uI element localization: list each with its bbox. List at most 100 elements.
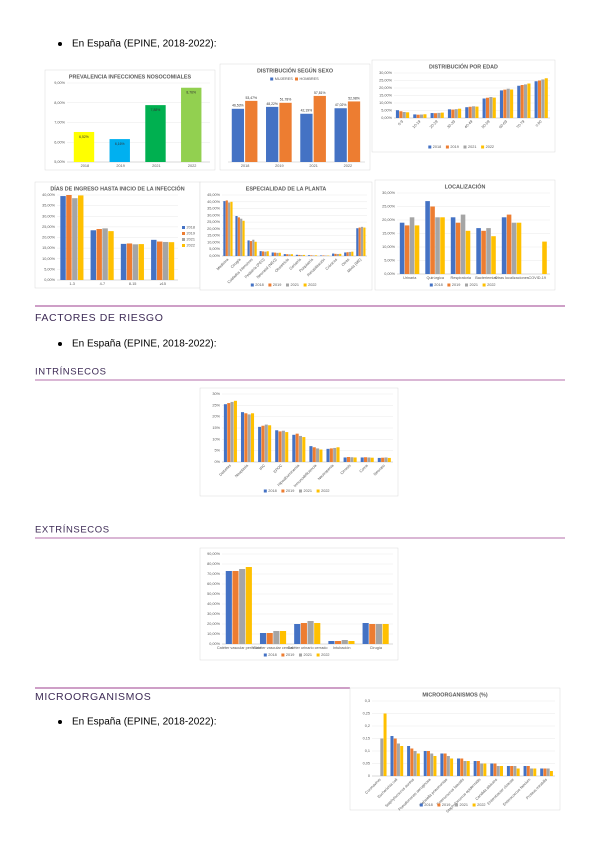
bar xyxy=(274,253,276,256)
bar xyxy=(541,79,544,118)
bar xyxy=(437,113,440,118)
y-tick-label: 25,00% xyxy=(382,205,396,209)
y-tick-label: 5% xyxy=(215,449,221,453)
bar xyxy=(417,115,420,118)
bar xyxy=(251,413,254,462)
y-tick-label: 10,00% xyxy=(382,245,396,249)
bar xyxy=(127,243,132,280)
bar xyxy=(424,751,427,776)
bar xyxy=(456,223,461,274)
bar xyxy=(231,402,234,462)
bar xyxy=(354,457,357,462)
y-tick-label: 30,00% xyxy=(379,71,393,75)
bar xyxy=(361,227,363,256)
x-tick-label: 4-7 xyxy=(100,282,106,286)
bullet xyxy=(58,42,62,46)
legend-swatch xyxy=(270,78,273,81)
bar xyxy=(301,255,303,256)
y-tick-label: 15% xyxy=(212,426,220,430)
bar xyxy=(476,228,481,274)
bar xyxy=(469,107,472,118)
y-tick-label: 20,00% xyxy=(207,622,221,626)
legend-label: HOMBRES xyxy=(300,77,320,81)
bar xyxy=(344,252,346,256)
legend-swatch xyxy=(437,804,440,807)
subsection-heading: EXTRÍNSECOS xyxy=(35,525,110,536)
legend-label: 2021 xyxy=(468,145,476,149)
y-tick-label: 5,00% xyxy=(381,109,392,113)
bar xyxy=(264,252,266,256)
bar xyxy=(291,254,293,256)
legend-label: 2018 xyxy=(434,283,442,287)
x-tick-label: 2021 xyxy=(309,164,317,168)
bar xyxy=(464,761,467,776)
data-label: 6,52% xyxy=(79,135,89,139)
bar xyxy=(244,413,247,462)
bar xyxy=(378,458,381,462)
legend-label: 2019 xyxy=(187,232,195,236)
legend-swatch xyxy=(182,244,185,247)
bar xyxy=(414,751,417,776)
y-tick-label: 5,00% xyxy=(209,247,220,251)
bar xyxy=(394,739,397,777)
bar xyxy=(238,217,240,256)
section-heading: FACTORES DE RIESGO xyxy=(35,312,163,324)
bar xyxy=(486,98,489,118)
x-tick-label: 2021 xyxy=(152,164,160,168)
bar xyxy=(342,640,348,644)
y-tick-label: 8,00% xyxy=(54,101,65,105)
bar xyxy=(465,107,468,118)
y-tick-label: 25,00% xyxy=(42,225,56,229)
bar xyxy=(547,769,550,777)
bar xyxy=(250,241,252,256)
legend-swatch xyxy=(299,654,302,657)
legend-swatch xyxy=(264,490,267,493)
bar xyxy=(425,201,430,274)
legend-swatch xyxy=(420,804,423,807)
bar xyxy=(299,436,302,462)
bar xyxy=(486,228,491,274)
bar xyxy=(474,761,477,776)
bar xyxy=(339,254,341,256)
x-tick-label: Urinaria xyxy=(403,276,417,280)
x-tick-label: 2019 xyxy=(116,164,124,168)
bar xyxy=(467,761,470,776)
bar xyxy=(245,101,257,162)
legend-label: 2018 xyxy=(433,145,441,149)
bar xyxy=(335,108,347,162)
bar xyxy=(423,114,426,118)
x-tick-label: 2022 xyxy=(188,164,196,168)
bar xyxy=(359,228,361,256)
bar xyxy=(121,244,126,280)
chart-title: LOCALIZACIÓN xyxy=(445,182,486,190)
bar xyxy=(491,236,496,274)
bar xyxy=(363,623,369,644)
bar xyxy=(349,252,351,256)
bar xyxy=(303,255,305,256)
bar xyxy=(292,435,295,462)
y-tick-label: 0,00% xyxy=(381,116,392,120)
y-tick-label: 0,00% xyxy=(384,272,395,276)
x-tick-label: ≥15 xyxy=(160,282,166,286)
y-tick-label: 30,00% xyxy=(382,191,396,195)
data-label: 51,78% xyxy=(280,98,292,102)
y-tick-label: 15,00% xyxy=(382,232,396,236)
legend-label: 2021 xyxy=(460,803,468,807)
data-label: 48,22% xyxy=(266,102,278,106)
legend-label: 2019 xyxy=(286,653,294,657)
x-tick-label: 2019 xyxy=(275,164,283,168)
bar xyxy=(510,766,513,776)
bar xyxy=(367,457,370,462)
legend-label: 2022 xyxy=(187,244,195,248)
data-label: 47,02% xyxy=(335,103,347,107)
bar xyxy=(241,412,244,462)
bar xyxy=(503,90,506,118)
bar xyxy=(320,255,322,256)
x-tick-label: Catéter urinario cerrado xyxy=(287,646,327,650)
legend-swatch xyxy=(281,654,284,657)
bar xyxy=(308,621,314,644)
bar xyxy=(351,252,353,256)
bar xyxy=(545,78,548,118)
bar xyxy=(369,624,375,644)
